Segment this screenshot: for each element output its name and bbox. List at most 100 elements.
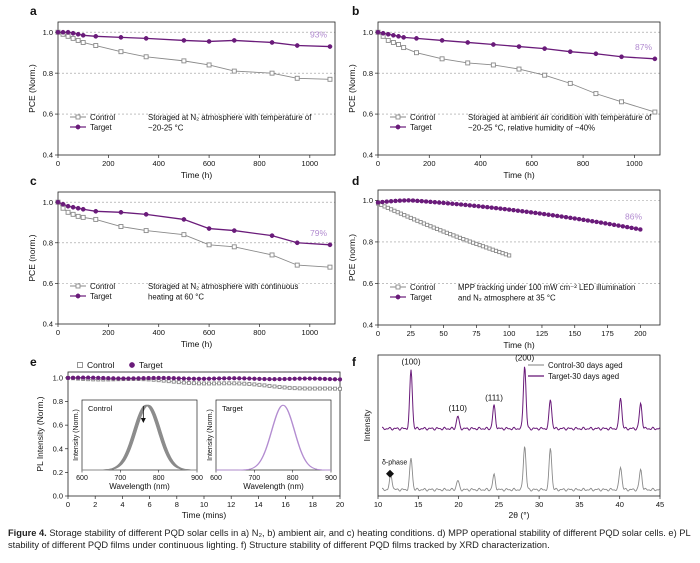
y-axis-label: PCE (norm.) [27, 234, 37, 281]
x-axis-label: Time (h) [503, 340, 534, 350]
target-marker [70, 30, 76, 36]
control-marker [93, 216, 99, 222]
target-marker [423, 199, 429, 204]
x-tick-label: 0 [56, 159, 60, 168]
control-marker [395, 114, 401, 120]
x-tick-label: 800 [253, 328, 266, 337]
target-marker [269, 233, 275, 239]
control-marker [176, 380, 181, 385]
target-marker [171, 376, 176, 381]
target-marker [55, 199, 61, 205]
y-tick-label: 0.8 [43, 69, 53, 78]
target-marker [332, 377, 338, 382]
retention-annotation: 87% [635, 42, 652, 52]
target-marker [384, 199, 389, 204]
control-marker [619, 99, 624, 105]
x-tick-label: 18 [309, 500, 317, 509]
x-tick-label: 14 [254, 500, 262, 509]
panel-e: e 0 2 4 6 8 10 12 14 16 18 20 0.0 0.2 0.4 0.6 0.8 1.0 Time… [30, 355, 344, 520]
figure-caption: Figure 4. Storage stability of different… [8, 527, 692, 551]
target-marker [211, 376, 217, 381]
target-marker [151, 375, 156, 381]
control-marker [395, 210, 400, 215]
delta-phase-diamond [386, 469, 394, 478]
control-marker [70, 35, 76, 41]
axes-frame [57, 21, 336, 156]
retention-annotation: 93% [310, 30, 327, 40]
legend-control-label: Control [90, 282, 115, 291]
control-marker [395, 284, 401, 290]
retention-annotation: 79% [310, 228, 327, 238]
target-marker [624, 224, 630, 230]
target-marker [186, 376, 192, 381]
target-marker [277, 376, 282, 382]
target-marker [491, 42, 496, 47]
control-marker [181, 232, 187, 238]
inset-x-tick-label: 600 [210, 475, 222, 482]
control-marker [454, 234, 459, 239]
control-marker [425, 222, 430, 227]
caption-text: Storage stability of different PQD solar… [8, 528, 691, 550]
y-tick-label: 1.0 [363, 28, 373, 37]
target-marker [247, 376, 252, 381]
control-marker [212, 381, 217, 386]
target-marker [307, 376, 312, 381]
y-tick-label: 0.6 [43, 110, 53, 119]
x-tick-label: 125 [536, 329, 549, 338]
target-marker [415, 198, 420, 204]
control-marker [237, 381, 242, 386]
target-marker [322, 376, 328, 382]
y-axis-label: PL Intensity (Norm.) [35, 396, 45, 471]
target-marker [116, 376, 121, 381]
x-axis-label: 2θ (°) [509, 510, 530, 520]
panel-letter: f [352, 355, 357, 369]
x-tick-label: 200 [102, 159, 115, 168]
caption-label: Figure 4. [8, 528, 47, 538]
target-marker [231, 228, 237, 233]
target-marker [287, 376, 292, 382]
target-marker [55, 29, 61, 35]
x-tick-label: 35 [575, 500, 583, 509]
control-marker [490, 247, 495, 252]
control-marker [487, 246, 492, 251]
target-marker [568, 215, 573, 221]
control-marker [277, 385, 282, 389]
condition-note: ~20-25 °C, relative humidity of ~40% [468, 124, 595, 133]
target-marker [498, 206, 503, 211]
target-marker [524, 209, 529, 215]
target-marker [397, 198, 403, 203]
y-tick-label: 1.0 [43, 198, 53, 207]
target-marker [585, 218, 591, 223]
x-tick-label: 2 [93, 500, 97, 509]
legend-control-label: Control [410, 113, 435, 122]
y-tick-label: 0.4 [53, 444, 63, 453]
target-marker [93, 208, 99, 214]
target-marker [506, 207, 512, 212]
target-marker [75, 124, 81, 130]
target-marker [388, 198, 394, 204]
target-marker [91, 375, 96, 380]
control-marker [567, 80, 573, 86]
inset-target: 600 700 800 900 Wavelength (nm) Intensity (No… [207, 399, 337, 491]
target-marker [327, 376, 333, 382]
target-marker [589, 218, 595, 224]
target-marker [237, 376, 242, 381]
target-marker [380, 30, 386, 36]
target-marker [65, 203, 71, 209]
target-marker [493, 205, 499, 211]
target-marker [231, 38, 237, 43]
x-tick-label: 600 [203, 328, 216, 337]
inset-spectrum [82, 404, 198, 471]
target-marker [567, 49, 573, 55]
target-marker [60, 29, 66, 35]
control-marker [327, 386, 332, 391]
control-marker [202, 381, 206, 386]
control-marker [60, 205, 66, 211]
target-marker [633, 226, 639, 231]
y-tick-label: 0.0 [53, 492, 63, 501]
target-marker [156, 375, 161, 381]
control-marker [186, 380, 191, 385]
control-marker [257, 382, 262, 387]
target-marker [432, 199, 438, 205]
y-tick-label: 0.6 [363, 110, 373, 119]
